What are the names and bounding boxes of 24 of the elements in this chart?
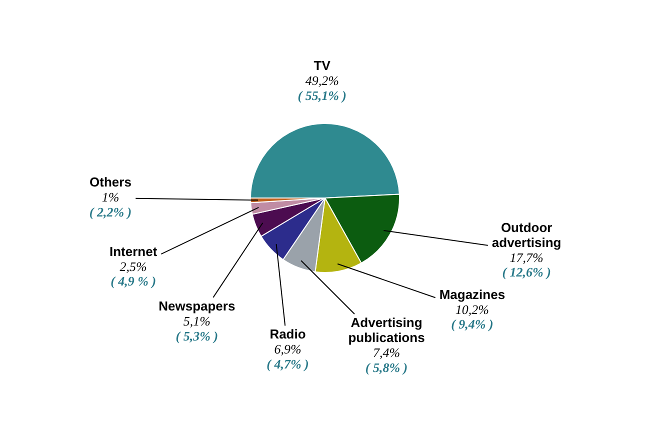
text: ( 4,7% ) (266, 356, 309, 372)
text: ( 55,1% ) (298, 88, 346, 103)
text: ( 5,8% ) (365, 360, 408, 375)
data-label: 7,4% (372, 344, 400, 360)
data-label: 10,2% (455, 302, 490, 317)
slice-label: TV (314, 58, 331, 74)
slice-label: Internet (109, 244, 158, 259)
data-label: 1% (102, 189, 120, 204)
text: ( 9,4% ) (451, 316, 494, 332)
text: ( 5,3% ) (176, 328, 218, 344)
data-label: 17,7% (510, 250, 544, 265)
slice-label: Radio (270, 326, 306, 342)
text: ( 12,6% ) (502, 264, 551, 280)
data-label: 49,2% (305, 72, 340, 88)
data-label: 5,1% (183, 313, 211, 328)
slice-label: Advertising publications (348, 315, 425, 346)
data-label: 6,9% (274, 342, 302, 357)
slice-label: Magazines (439, 286, 506, 302)
slice-label: Others (90, 174, 132, 190)
slice-label: Outdoor advertising (492, 220, 562, 250)
text: ( 2,2% ) (89, 204, 132, 220)
data-label: 2,5% (120, 258, 148, 274)
slice-label: Newspapers (158, 298, 236, 314)
text: ( 4,9 % ) (110, 274, 156, 289)
